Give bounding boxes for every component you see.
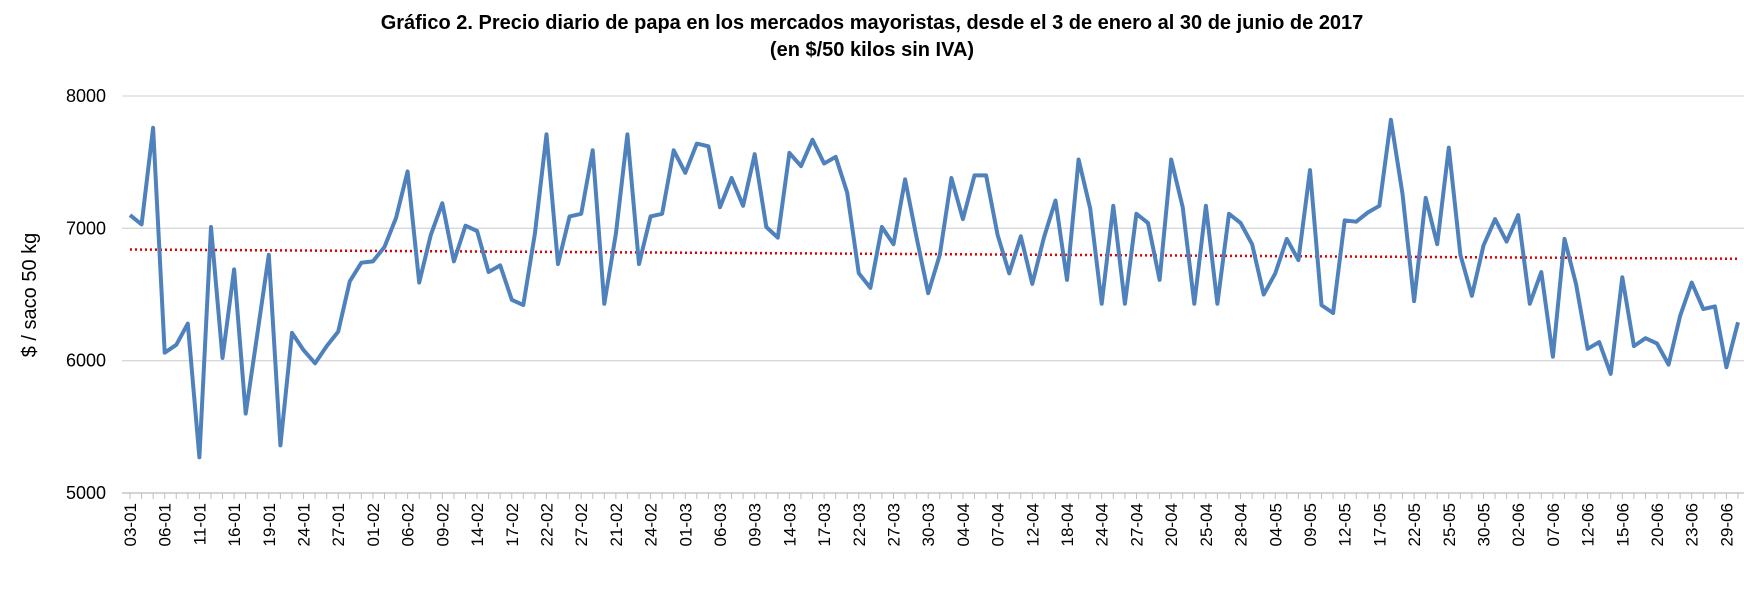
x-tick-label: 09-05 <box>1301 503 1320 546</box>
y-tick-label: 7000 <box>66 218 106 238</box>
x-tick-label: 25-04 <box>1197 503 1216 546</box>
x-tick-label: 30-05 <box>1474 503 1493 546</box>
x-tick-label: 24-04 <box>1093 503 1112 546</box>
x-tick-label: 27-02 <box>572 503 591 546</box>
x-tick-label: 04-04 <box>954 503 973 546</box>
x-tick-label: 03-01 <box>121 503 140 546</box>
y-axis-label: $ / saco 50 kg <box>19 233 41 358</box>
y-tick-label: 8000 <box>66 86 106 106</box>
x-tick-label: 07-06 <box>1544 503 1563 546</box>
x-tick-label: 20-04 <box>1162 503 1181 546</box>
x-tick-label: 22-02 <box>537 503 556 546</box>
x-tick-label: 06-03 <box>711 503 730 546</box>
x-tick-label: 14-02 <box>468 503 487 546</box>
x-tick-label: 29-06 <box>1717 503 1736 546</box>
x-tick-label: 19-01 <box>260 503 279 546</box>
x-tick-label: 30-03 <box>919 503 938 546</box>
x-tick-label: 21-02 <box>607 503 626 546</box>
data-line <box>128 117 1740 460</box>
x-tick-label: 28-04 <box>1232 503 1251 546</box>
x-tick-label: 17-05 <box>1370 503 1389 546</box>
x-tick-label: 12-04 <box>1023 503 1042 546</box>
x-tick-label: 12-05 <box>1336 503 1355 546</box>
y-tick-label: 6000 <box>66 351 106 371</box>
x-tick-label: 09-02 <box>433 503 452 546</box>
x-tick-label: 27-01 <box>329 503 348 546</box>
x-tick-label: 18-04 <box>1058 503 1077 546</box>
x-tick-label: 17-02 <box>503 503 522 546</box>
x-tick-label: 24-01 <box>295 503 314 546</box>
x-tick-label: 22-05 <box>1405 503 1424 546</box>
x-tick-label: 25-05 <box>1440 503 1459 546</box>
x-tick-label: 06-01 <box>156 503 175 546</box>
x-tick-label: 02-06 <box>1509 503 1528 546</box>
x-tick-label: 01-03 <box>676 503 695 546</box>
x-tick-label: 16-01 <box>225 503 244 546</box>
x-tick-label: 12-06 <box>1579 503 1598 546</box>
x-tick-label: 23-06 <box>1683 503 1702 546</box>
chart-title: Gráfico 2. Precio diario de papa en los … <box>381 12 1364 34</box>
x-tick-label: 04-05 <box>1266 503 1285 546</box>
x-tick-label: 24-02 <box>642 503 661 546</box>
x-tick-label: 09-03 <box>746 503 765 546</box>
trend-line <box>129 248 1739 261</box>
x-tick-label: 27-03 <box>885 503 904 546</box>
x-tick-label: 27-04 <box>1127 503 1146 546</box>
x-tick-label: 11-01 <box>190 503 209 545</box>
x-tick-label: 14-03 <box>780 503 799 546</box>
x-tick-label: 22-03 <box>850 503 869 546</box>
x-tick-label: 01-02 <box>364 503 383 546</box>
x-tick-label: 07-04 <box>989 503 1008 546</box>
x-tick-label: 15-06 <box>1613 503 1632 546</box>
x-tick-label: 06-02 <box>399 503 418 546</box>
chart-subtitle: (en $/50 kilos sin IVA) <box>770 39 974 61</box>
x-tick-label: 20-06 <box>1648 503 1667 546</box>
y-tick-label: 5000 <box>66 483 106 503</box>
x-tick-label: 17-03 <box>815 503 834 546</box>
